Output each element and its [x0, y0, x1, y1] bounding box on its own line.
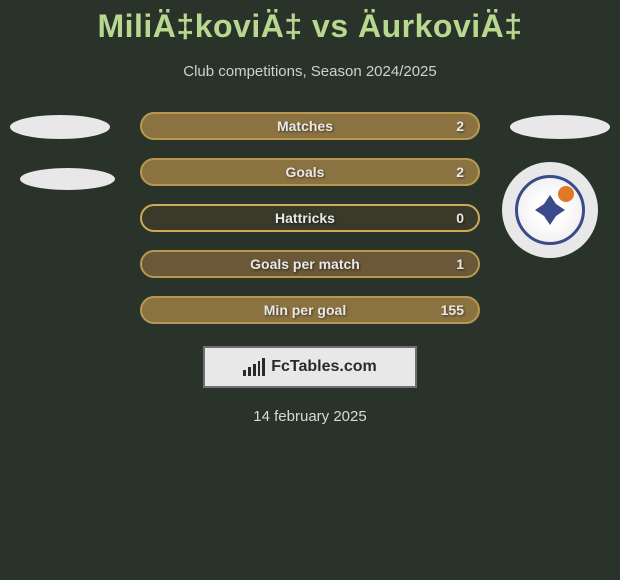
stat-row-min-per-goal: Min per goal 155	[0, 296, 620, 324]
stat-row-hattricks: Hattricks 0	[0, 204, 620, 232]
stat-value-right: 1	[434, 256, 464, 272]
stat-value-right: 2	[434, 118, 464, 134]
fctables-link[interactable]: FcTables.com	[203, 346, 417, 388]
stat-bar: Min per goal 155	[140, 296, 480, 324]
stat-label: Hattricks	[176, 210, 434, 226]
stat-label: Goals	[176, 164, 434, 180]
stat-value-right: 2	[434, 164, 464, 180]
stat-label: Min per goal	[176, 302, 434, 318]
stat-row-goals: Goals 2	[0, 158, 620, 186]
stat-bar: Hattricks 0	[140, 204, 480, 232]
badge-ball-icon	[558, 186, 574, 202]
stat-row-goals-per-match: Goals per match 1	[0, 250, 620, 278]
stat-value-right: 0	[434, 210, 464, 226]
fctables-label: FcTables.com	[271, 358, 377, 376]
stat-bar: Matches 2	[140, 112, 480, 140]
stats-container: Matches 2 Goals 2 Hattricks 0 Goals per …	[0, 112, 620, 324]
stat-value-right: 155	[434, 302, 464, 318]
bar-chart-icon	[243, 358, 265, 376]
page-title: MiliÄ‡koviÄ‡ vs ÄurkoviÄ‡	[0, 0, 620, 45]
stat-label: Goals per match	[176, 256, 434, 272]
subtitle: Club competitions, Season 2024/2025	[0, 63, 620, 80]
stat-label: Matches	[176, 118, 434, 134]
stat-row-matches: Matches 2	[0, 112, 620, 140]
date-text: 14 february 2025	[0, 408, 620, 425]
stat-bar: Goals 2	[140, 158, 480, 186]
stat-bar: Goals per match 1	[140, 250, 480, 278]
